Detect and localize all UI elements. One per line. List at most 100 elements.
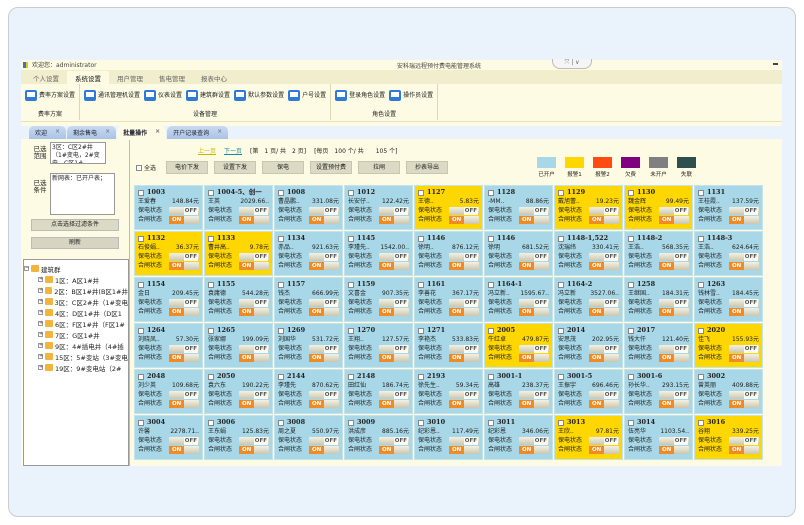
meter-card[interactable]: 2148 田红仙 186.74元 保电状态 OFF 合闸状态 ON [344,369,413,414]
switch-toggle[interactable]: ON [589,261,619,270]
power-keep-toggle[interactable]: OFF [309,436,339,445]
card-checkbox[interactable] [138,419,144,426]
refresh-button[interactable]: 刷新 [31,237,119,249]
switch-toggle[interactable]: ON [309,445,339,454]
card-checkbox[interactable] [138,327,144,334]
card-checkbox[interactable] [418,373,424,380]
power-keep-toggle[interactable]: OFF [729,436,759,445]
power-keep-toggle[interactable]: OFF [449,436,479,445]
switch-toggle[interactable]: ON [379,399,409,408]
switch-toggle[interactable]: ON [169,399,199,408]
card-checkbox[interactable] [348,373,354,380]
switch-toggle[interactable]: ON [379,261,409,270]
power-keep-toggle[interactable]: OFF [519,436,549,445]
card-checkbox[interactable] [628,235,634,242]
power-keep-toggle[interactable]: OFF [379,436,409,445]
meter-card[interactable]: 1148-1,522 沈瑞纬 330.41元 保电状态 OFF 合闸状态 ON [554,231,623,276]
switch-toggle[interactable]: ON [169,307,199,316]
card-checkbox[interactable] [418,281,424,288]
expand-icon[interactable]: + [38,353,44,359]
switch-toggle[interactable]: ON [449,307,479,316]
card-checkbox[interactable] [278,419,284,426]
power-keep-toggle[interactable]: OFF [729,344,759,353]
card-checkbox[interactable] [628,281,634,288]
card-checkbox[interactable] [278,327,284,334]
power-keep-toggle[interactable]: OFF [449,206,479,215]
card-checkbox[interactable] [628,327,634,334]
card-checkbox[interactable] [558,373,564,380]
tree-item[interactable]: +19区：9#变电站（2# [24,362,128,373]
meter-card[interactable]: 2017 钱大仟 121.40元 保电状态 OFF 合闸状态 ON [624,323,693,368]
action-button[interactable]: 抄表导出 [406,161,449,174]
card-checkbox[interactable] [698,373,704,380]
card-checkbox[interactable] [698,327,704,334]
meter-card[interactable]: 3008 周之夏 550.97元 保电状态 OFF 合闸状态 ON [274,415,343,460]
switch-toggle[interactable]: ON [309,261,339,270]
meter-card[interactable]: 3009 洪成彦 885.16元 保电状态 OFF 合闸状态 ON [344,415,413,460]
card-checkbox[interactable] [698,281,704,288]
switch-toggle[interactable]: ON [169,261,199,270]
switch-toggle[interactable]: ON [589,445,619,454]
power-keep-toggle[interactable]: OFF [379,206,409,215]
collapse-icon[interactable]: − [24,265,30,271]
card-checkbox[interactable] [348,281,354,288]
meter-card[interactable]: 1154 金日 209.45元 保电状态 OFF 合闸状态 ON [134,277,203,322]
expand-icon[interactable]: + [38,287,44,293]
switch-toggle[interactable]: ON [589,353,619,362]
ribbon-button[interactable]: 操作员设置 [389,90,433,104]
meter-card[interactable]: 1003 王爱春 148.84元 保电状态 OFF 合闸状态 ON [134,185,203,230]
power-keep-toggle[interactable]: OFF [729,206,759,215]
meter-card[interactable]: 1127 王德.. 5.83元 保电状态 OFF 合闸状态 ON [414,185,483,230]
switch-toggle[interactable]: ON [169,445,199,454]
power-keep-toggle[interactable]: OFF [659,252,689,261]
card-checkbox[interactable] [558,327,564,334]
tree-item[interactable]: +2区：B区1#井(B区1#井 [24,285,128,296]
power-keep-toggle[interactable]: OFF [379,344,409,353]
ribbon-button[interactable]: 费率方案设置 [25,90,75,104]
switch-toggle[interactable]: ON [519,445,549,454]
power-keep-toggle[interactable]: OFF [169,436,199,445]
switch-toggle[interactable]: ON [239,261,269,270]
card-checkbox[interactable] [558,419,564,426]
card-checkbox[interactable] [278,189,284,196]
card-checkbox[interactable] [278,373,284,380]
close-icon[interactable]: × [217,128,223,135]
tree-item[interactable]: +6区：F区1#井（F区1# [24,318,128,329]
switch-toggle[interactable]: ON [729,307,759,316]
next-page-link[interactable]: 下一页 [224,148,243,155]
meter-card[interactable]: 3006 王东娟 125.83元 保电状态 OFF 合闸状态 ON [204,415,273,460]
power-keep-toggle[interactable]: OFF [379,390,409,399]
card-checkbox[interactable] [208,189,214,196]
switch-toggle[interactable]: ON [169,353,199,362]
meter-card[interactable]: 3014 伍亮华 1103.54.. 保电状态 OFF 合闸状态 ON [624,415,693,460]
switch-toggle[interactable]: ON [239,353,269,362]
meter-card[interactable]: 3001-6 孙长华.. 293.15元 保电状态 OFF 合闸状态 ON [624,369,693,414]
switch-toggle[interactable]: ON [729,399,759,408]
meter-card[interactable]: 1133 曹井高.. 9.78元 保电状态 OFF 合闸状态 ON [204,231,273,276]
meter-card[interactable]: 1271 李艳杰 533.83元 保电状态 OFF 合闸状态 ON [414,323,483,368]
card-checkbox[interactable] [418,419,424,426]
power-keep-toggle[interactable]: OFF [309,206,339,215]
doc-tab[interactable]: 欢迎 × [29,126,67,139]
card-checkbox[interactable] [418,189,424,196]
meter-card[interactable]: 2005 牛红卓 479.87元 保电状态 OFF 合闸状态 ON [484,323,553,368]
card-checkbox[interactable] [558,235,564,242]
card-checkbox[interactable] [488,189,494,196]
switch-toggle[interactable]: ON [659,399,689,408]
tree-item[interactable]: +15区：5#变站（3#变电 [24,351,128,362]
power-keep-toggle[interactable]: OFF [169,252,199,261]
range-textarea[interactable]: 3区：C区2#井（1#变电，2#变电，C区1#... [50,142,106,164]
switch-toggle[interactable]: ON [729,215,759,224]
switch-toggle[interactable]: ON [169,215,199,224]
power-keep-toggle[interactable]: OFF [519,344,549,353]
menu-item[interactable]: 系统设置 [67,71,109,84]
card-checkbox[interactable] [208,373,214,380]
meter-card[interactable]: 1270 王翔.. 127.57元 保电状态 OFF 合闸状态 ON [344,323,413,368]
switch-toggle[interactable]: ON [519,261,549,270]
window-controls[interactable]: ⤧ | ∨ [552,59,592,69]
power-keep-toggle[interactable]: OFF [519,206,549,215]
action-button[interactable]: 电价下发 [166,161,209,174]
switch-toggle[interactable]: ON [309,399,339,408]
card-checkbox[interactable] [348,419,354,426]
tree-item[interactable]: +3区：C区2#井（1#变电 [24,296,128,307]
